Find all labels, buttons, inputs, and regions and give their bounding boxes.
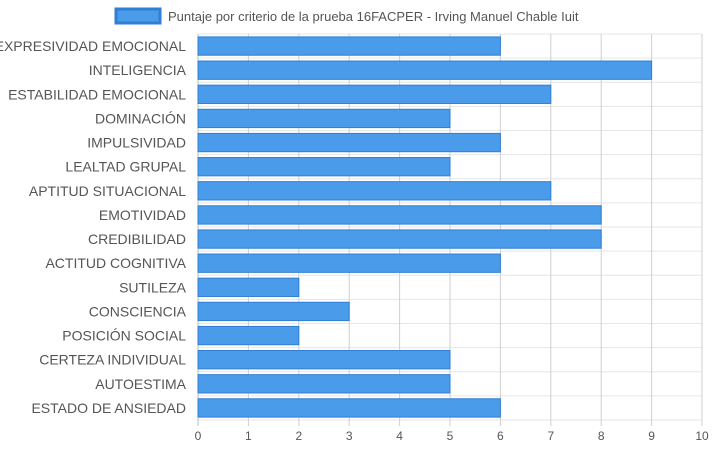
- category-label: IMPULSIVIDAD: [87, 135, 186, 151]
- bar[interactable]: [197, 108, 451, 129]
- bar[interactable]: [197, 36, 501, 56]
- bar[interactable]: [197, 350, 451, 370]
- bar[interactable]: [197, 229, 602, 249]
- category-label: ESTADO DE ANSIEDAD: [31, 400, 186, 416]
- bar[interactable]: [197, 60, 653, 80]
- legend-label[interactable]: Puntaje por criterio de la prueba 16FACP…: [168, 9, 579, 24]
- x-tick-label: 8: [598, 429, 605, 443]
- x-tick-label: 9: [648, 429, 655, 443]
- category-label: EXPRESIVIDAD EMOCIONAL: [0, 38, 186, 54]
- category-label: LEALTAD GRUPAL: [65, 159, 186, 175]
- category-label: CONSCIENCIA: [89, 303, 187, 319]
- bar[interactable]: [197, 301, 350, 322]
- x-tick-label: 3: [346, 429, 353, 443]
- category-label: INTELIGENCIA: [89, 62, 187, 78]
- category-label: DOMINACIÓN: [95, 110, 186, 126]
- bar[interactable]: [197, 253, 501, 273]
- x-tick-label: 2: [295, 429, 302, 443]
- category-label: CERTEZA INDIVIDUAL: [39, 352, 186, 368]
- bar[interactable]: [197, 277, 300, 297]
- bar[interactable]: [197, 205, 602, 225]
- x-tick-label: 10: [695, 429, 709, 443]
- legend-swatch[interactable]: [114, 7, 162, 25]
- x-tick-label: 6: [497, 429, 504, 443]
- x-tick-label: 7: [547, 429, 554, 443]
- bar[interactable]: [197, 181, 552, 201]
- bar[interactable]: [197, 132, 501, 153]
- bar[interactable]: [197, 325, 300, 346]
- category-label: SUTILEZA: [119, 279, 187, 295]
- category-label: APTITUD SITUACIONAL: [29, 183, 186, 199]
- x-tick-labels: 0 1 2 3 4 5 6 7 8 9 10: [195, 429, 709, 443]
- category-label: EMOTIVIDAD: [99, 207, 186, 223]
- category-label: ESTABILIDAD EMOCIONAL: [8, 86, 186, 102]
- x-tick-label: 1: [245, 429, 252, 443]
- category-label: CREDIBILIDAD: [88, 231, 186, 247]
- x-tick-label: 5: [447, 429, 454, 443]
- x-tick-label: 0: [195, 429, 202, 443]
- bar[interactable]: [197, 374, 451, 394]
- x-tick-label: 4: [396, 429, 403, 443]
- bar[interactable]: [197, 157, 451, 177]
- category-labels: EXPRESIVIDAD EMOCIONAL INTELIGENCIA ESTABI…: [0, 38, 187, 416]
- bar[interactable]: [197, 398, 501, 418]
- chart-legend[interactable]: Puntaje por criterio de la prueba 16FACP…: [114, 7, 579, 25]
- chart-bars: [197, 36, 653, 418]
- bar[interactable]: [197, 84, 552, 104]
- category-label: POSICIÓN SOCIAL: [62, 328, 186, 344]
- category-label: ACTITUD COGNITIVA: [45, 255, 186, 271]
- category-label: AUTOESTIMA: [95, 376, 186, 392]
